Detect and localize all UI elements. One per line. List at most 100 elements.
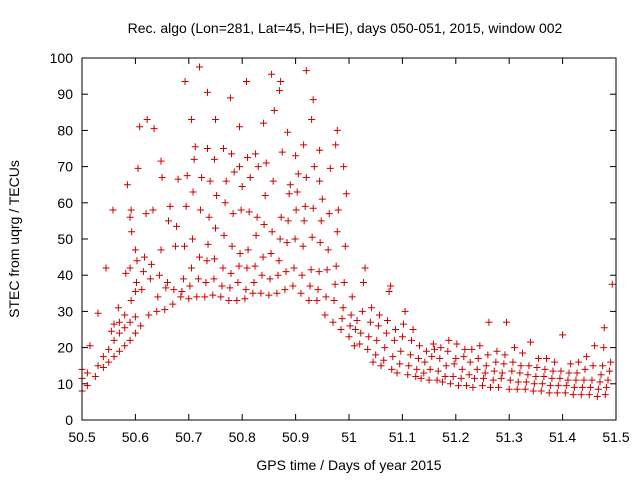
data-point <box>401 307 409 315</box>
data-point <box>543 354 551 362</box>
data-point <box>551 358 559 366</box>
data-point <box>374 322 382 330</box>
data-point <box>270 106 278 114</box>
y-tick-label: 100 <box>50 50 74 66</box>
data-point <box>162 284 170 292</box>
data-point <box>283 239 291 247</box>
data-point <box>309 204 317 212</box>
data-point <box>220 145 228 152</box>
data-point <box>414 354 422 362</box>
data-point <box>206 177 214 185</box>
x-tick-label: 50.9 <box>282 429 309 445</box>
y-tick-label: 40 <box>57 267 73 283</box>
data-point <box>373 336 381 344</box>
data-point <box>137 322 145 330</box>
data-point <box>600 344 608 352</box>
data-point <box>286 181 294 189</box>
data-point <box>390 336 398 344</box>
data-point <box>290 264 298 272</box>
data-point <box>331 280 339 288</box>
y-tick-label: 80 <box>57 122 73 138</box>
data-point <box>484 351 492 359</box>
data-point <box>182 202 190 210</box>
data-point <box>276 87 284 95</box>
data-point <box>102 264 110 272</box>
data-point <box>302 173 310 181</box>
data-point <box>409 326 417 333</box>
data-point <box>385 287 393 295</box>
data-point <box>252 150 260 158</box>
data-point <box>278 148 286 156</box>
data-point <box>606 367 614 375</box>
data-point <box>485 318 493 326</box>
data-point <box>498 369 506 377</box>
data-point <box>365 333 373 341</box>
data-point <box>292 206 300 214</box>
data-point <box>121 342 129 350</box>
y-axis-title: STEC from uqrg / TECUs <box>6 160 22 318</box>
data-point <box>407 336 415 344</box>
data-point <box>602 383 610 391</box>
data-point <box>446 380 454 388</box>
data-point <box>94 309 102 317</box>
data-point <box>466 358 474 366</box>
data-point <box>356 340 364 348</box>
data-point <box>449 373 457 381</box>
data-point <box>380 356 388 364</box>
data-point <box>258 271 266 279</box>
data-point <box>561 389 569 397</box>
data-point <box>226 94 234 102</box>
data-point <box>210 275 218 283</box>
data-point <box>525 362 533 370</box>
data-point <box>132 278 140 286</box>
data-point <box>538 380 546 388</box>
data-point <box>251 262 259 270</box>
data-point <box>233 297 241 305</box>
data-point <box>487 383 495 391</box>
data-point <box>110 320 118 328</box>
data-point <box>297 289 305 297</box>
data-point <box>308 116 316 124</box>
data-point <box>252 231 260 239</box>
data-point <box>301 202 309 210</box>
data-point <box>564 376 572 384</box>
data-point <box>366 318 374 326</box>
data-point <box>149 206 157 214</box>
data-point <box>86 342 94 350</box>
data-point <box>586 383 594 391</box>
data-point <box>276 235 284 243</box>
x-tick-label: 50.8 <box>229 429 256 445</box>
data-point <box>457 374 465 382</box>
data-point <box>593 392 601 400</box>
data-point <box>417 374 425 382</box>
data-point <box>294 170 302 178</box>
data-point <box>203 88 211 96</box>
data-point <box>377 362 385 370</box>
data-point <box>201 293 209 301</box>
data-point <box>428 353 436 361</box>
data-point <box>420 369 428 377</box>
data-point <box>533 364 541 372</box>
data-point <box>114 304 122 312</box>
data-point <box>441 373 449 381</box>
data-point <box>333 126 341 134</box>
data-point <box>489 376 497 384</box>
data-point <box>358 307 366 315</box>
data-point <box>549 367 557 375</box>
data-point <box>115 329 123 337</box>
data-point <box>277 78 285 86</box>
data-point <box>210 155 218 163</box>
data-point <box>481 369 489 377</box>
data-point <box>340 163 348 171</box>
x-tick-label: 50.7 <box>175 429 202 445</box>
data-point <box>107 327 115 335</box>
data-point <box>391 326 399 333</box>
data-point <box>265 291 273 299</box>
data-point <box>375 311 383 319</box>
data-point <box>453 340 461 348</box>
data-point <box>585 391 593 399</box>
data-point <box>342 190 350 198</box>
data-point <box>110 353 118 361</box>
data-point <box>127 297 135 305</box>
data-point <box>578 383 586 391</box>
